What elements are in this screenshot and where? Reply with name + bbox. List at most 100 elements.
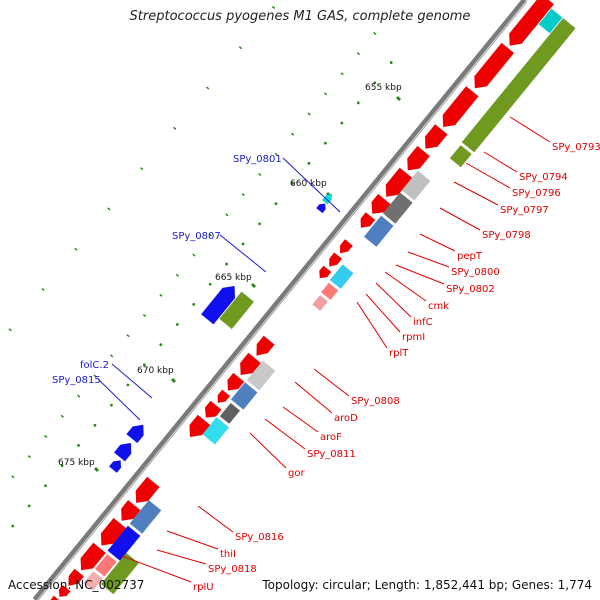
scale-dot xyxy=(258,172,262,177)
gene-label-reverse: rplU xyxy=(193,582,214,593)
leader-line xyxy=(282,406,319,433)
gene-block xyxy=(424,123,448,149)
scale-dot xyxy=(44,434,48,438)
gene-block xyxy=(108,460,122,474)
gene-block xyxy=(329,252,343,267)
leader-line xyxy=(509,116,551,143)
gene-block xyxy=(401,170,431,201)
scale-dot xyxy=(159,343,163,347)
leader-line xyxy=(282,157,341,213)
kbp-tick xyxy=(170,377,177,384)
gene-block xyxy=(508,0,555,46)
scale-dot xyxy=(238,46,243,50)
gene-label-reverse: rplT xyxy=(389,348,409,359)
gene-block xyxy=(126,424,144,444)
scale-dot xyxy=(140,167,144,171)
scale-dot xyxy=(93,374,97,378)
gene-label-reverse: SPy_0794 xyxy=(519,172,568,183)
gene-block xyxy=(246,360,276,391)
leader-line xyxy=(313,368,350,397)
gene-block xyxy=(135,476,160,504)
gene-block xyxy=(100,517,127,546)
leader-line xyxy=(419,233,456,252)
leader-line xyxy=(166,530,219,550)
scale-dot xyxy=(258,222,261,226)
scale-dot xyxy=(291,132,295,136)
leader-line xyxy=(465,162,511,189)
leader-line xyxy=(395,264,445,285)
leader-line xyxy=(407,251,450,268)
scale-dot xyxy=(126,334,130,338)
gene-block xyxy=(538,8,563,34)
gene-block xyxy=(371,193,391,215)
gene-block xyxy=(219,402,241,425)
gene-block xyxy=(113,442,132,462)
gene-block xyxy=(461,17,576,153)
gene-block xyxy=(360,211,376,229)
scale-dot xyxy=(241,193,245,197)
gene-block xyxy=(50,595,60,600)
scale-dot xyxy=(74,247,78,251)
gene-block xyxy=(449,144,472,168)
leader-line xyxy=(97,378,141,421)
scale-dot xyxy=(27,455,31,459)
kbp-label: 655 kbp xyxy=(365,83,402,93)
leader-line xyxy=(375,282,412,318)
gene-label-reverse: gor xyxy=(288,468,305,479)
gene-block xyxy=(442,85,479,128)
gene-block xyxy=(100,552,140,595)
leader-line xyxy=(384,271,427,302)
leader-line xyxy=(365,293,401,333)
leader-line xyxy=(294,381,333,414)
gene-label-reverse: cmk xyxy=(428,301,449,312)
scale-dot xyxy=(340,72,344,76)
gene-block xyxy=(363,215,394,248)
gene-label-reverse: SPy_0797 xyxy=(500,205,549,216)
scale-dot xyxy=(340,121,344,125)
gene-label-reverse: SPy_0798 xyxy=(482,230,531,241)
gene-block xyxy=(256,335,275,356)
gene-block xyxy=(319,265,332,279)
topology-text: Topology: circular; Length: 1,852,441 bp… xyxy=(262,578,592,592)
scale-dot xyxy=(77,444,80,447)
gene-block xyxy=(239,352,262,376)
gene-label-reverse: rpmI xyxy=(402,332,425,343)
leader-line xyxy=(197,505,234,533)
leader-line xyxy=(453,181,499,206)
leader-line xyxy=(249,432,287,469)
scale-dot xyxy=(389,61,393,64)
leader-line xyxy=(439,207,481,231)
scale-dot xyxy=(241,242,245,246)
scale-dot xyxy=(274,202,278,206)
gene-label-forward: SPy_0807 xyxy=(172,231,221,242)
kbp-label: 665 kbp xyxy=(215,273,252,283)
gene-block xyxy=(407,145,431,171)
gene-block xyxy=(230,382,258,410)
scale-dot xyxy=(11,524,15,528)
gene-block xyxy=(202,416,230,445)
scale-dot xyxy=(159,293,163,297)
kbp-label: 675 kbp xyxy=(58,458,95,468)
leader-line xyxy=(483,151,518,173)
leader-line xyxy=(121,555,192,583)
gene-label-reverse: SPy_0818 xyxy=(208,564,257,575)
scale-dot xyxy=(208,282,212,286)
scale-dot xyxy=(274,152,278,156)
gene-label-forward: SPy_0801 xyxy=(233,154,282,165)
scale-dot xyxy=(110,403,113,407)
gene-block xyxy=(474,42,515,89)
scale-dot xyxy=(175,323,179,326)
gene-label-reverse: pepT xyxy=(457,251,483,262)
gene-block xyxy=(385,167,413,198)
scale-dot xyxy=(307,112,311,116)
scale-dot xyxy=(8,328,12,332)
leader-line xyxy=(111,363,153,399)
leader-line xyxy=(219,234,267,273)
gene-label-reverse: SPy_0796 xyxy=(512,188,561,199)
scale-dot xyxy=(142,314,147,318)
map-title: Streptococcus pyogenes M1 GAS, complete … xyxy=(129,9,471,24)
gene-label-reverse: SPy_0808 xyxy=(351,396,400,407)
gene-label-reverse: SPy_0811 xyxy=(307,449,356,460)
scale-dot xyxy=(109,354,114,358)
